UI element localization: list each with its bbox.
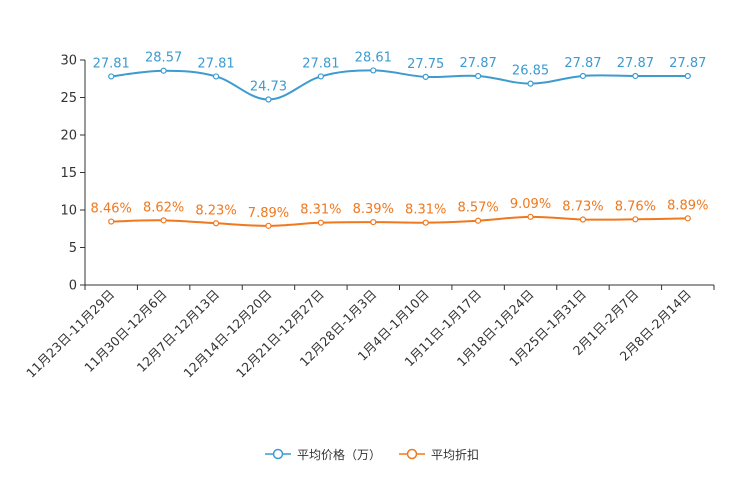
data-point — [160, 217, 167, 224]
data-point — [370, 218, 377, 226]
data-point — [317, 73, 324, 80]
data-point — [579, 216, 587, 223]
data-label: 28.61 — [355, 50, 392, 65]
data-point — [475, 217, 482, 224]
chart-series: 27.81 28.57 27.81 24.73 27.81 28.61 27.75 27.87… — [91, 50, 708, 229]
chart-legend: 平均价格（万） 平均折扣 — [0, 444, 744, 464]
y-tick-label: 15 — [60, 166, 77, 181]
data-point — [684, 215, 691, 222]
data-point — [212, 73, 220, 80]
x-tick-label: 12月14日-12月20日 — [180, 287, 274, 381]
data-label: 8.31% — [300, 203, 341, 218]
data-point — [265, 222, 272, 229]
data-label: 27.75 — [407, 57, 444, 72]
data-point — [579, 72, 587, 80]
data-point — [265, 96, 272, 103]
data-point — [475, 72, 482, 80]
data-label: 24.73 — [250, 80, 287, 95]
x-tick-label: 12月21日-12月27日 — [233, 287, 327, 381]
data-label: 8.57% — [457, 201, 498, 216]
data-label: 8.31% — [405, 203, 446, 218]
data-label: 9.09% — [510, 197, 551, 212]
legend-item-price[interactable]: 平均价格（万） — [264, 446, 381, 463]
data-label: 28.57 — [145, 51, 182, 66]
data-label: 8.46% — [91, 202, 132, 217]
data-point — [160, 67, 167, 74]
data-label: 26.85 — [512, 64, 549, 79]
legend-line-marker-icon — [399, 448, 425, 460]
data-point — [370, 67, 377, 74]
y-tick-label: 0 — [69, 279, 77, 294]
data-point — [108, 73, 115, 80]
y-tick-label: 25 — [60, 91, 77, 106]
data-label: 8.89% — [667, 198, 708, 213]
data-point — [317, 219, 324, 226]
data-label: 27.87 — [669, 56, 706, 71]
series-1: 8.46% 8.62% 8.23% 7.89% 8.31% 8.39% 8.31% 8.57%… — [91, 197, 708, 229]
series-0: 27.81 28.57 27.81 24.73 27.81 28.61 27.75 27.87… — [93, 50, 706, 103]
data-point — [527, 80, 534, 87]
legend-line-marker-icon — [264, 448, 291, 460]
data-point — [422, 219, 429, 226]
data-label: 8.23% — [195, 203, 236, 218]
data-point — [684, 72, 691, 80]
data-label: 27.81 — [302, 56, 339, 71]
data-point — [212, 220, 220, 227]
y-tick-label: 10 — [60, 204, 77, 219]
data-point — [422, 73, 429, 80]
data-label: 27.87 — [564, 56, 601, 71]
data-label: 27.81 — [93, 56, 130, 71]
data-label: 8.76% — [615, 199, 656, 214]
data-label: 8.62% — [143, 200, 184, 215]
data-label: 27.87 — [460, 56, 497, 71]
chart-axes: 05101520253011月23日-11月29日11月30日-12月6日12月… — [23, 54, 715, 381]
legend-item-discount[interactable]: 平均折扣 — [399, 446, 479, 463]
y-tick-label: 30 — [60, 54, 77, 69]
data-point — [632, 216, 639, 223]
data-label: 27.87 — [617, 56, 654, 71]
data-point — [527, 213, 534, 220]
data-label: 7.89% — [248, 206, 289, 221]
data-point — [108, 218, 115, 225]
legend-label-discount: 平均折扣 — [431, 447, 480, 462]
y-tick-label: 20 — [60, 129, 77, 144]
series-line — [111, 215, 688, 227]
x-tick-label: 11月23日-11月29日 — [23, 287, 117, 381]
data-label: 27.81 — [197, 56, 234, 71]
data-label: 8.39% — [353, 202, 394, 217]
y-tick-label: 5 — [69, 241, 77, 256]
data-label: 8.73% — [562, 200, 603, 215]
series-line — [111, 69, 688, 101]
data-point — [632, 72, 639, 80]
legend-label-price: 平均价格（万） — [296, 447, 381, 462]
